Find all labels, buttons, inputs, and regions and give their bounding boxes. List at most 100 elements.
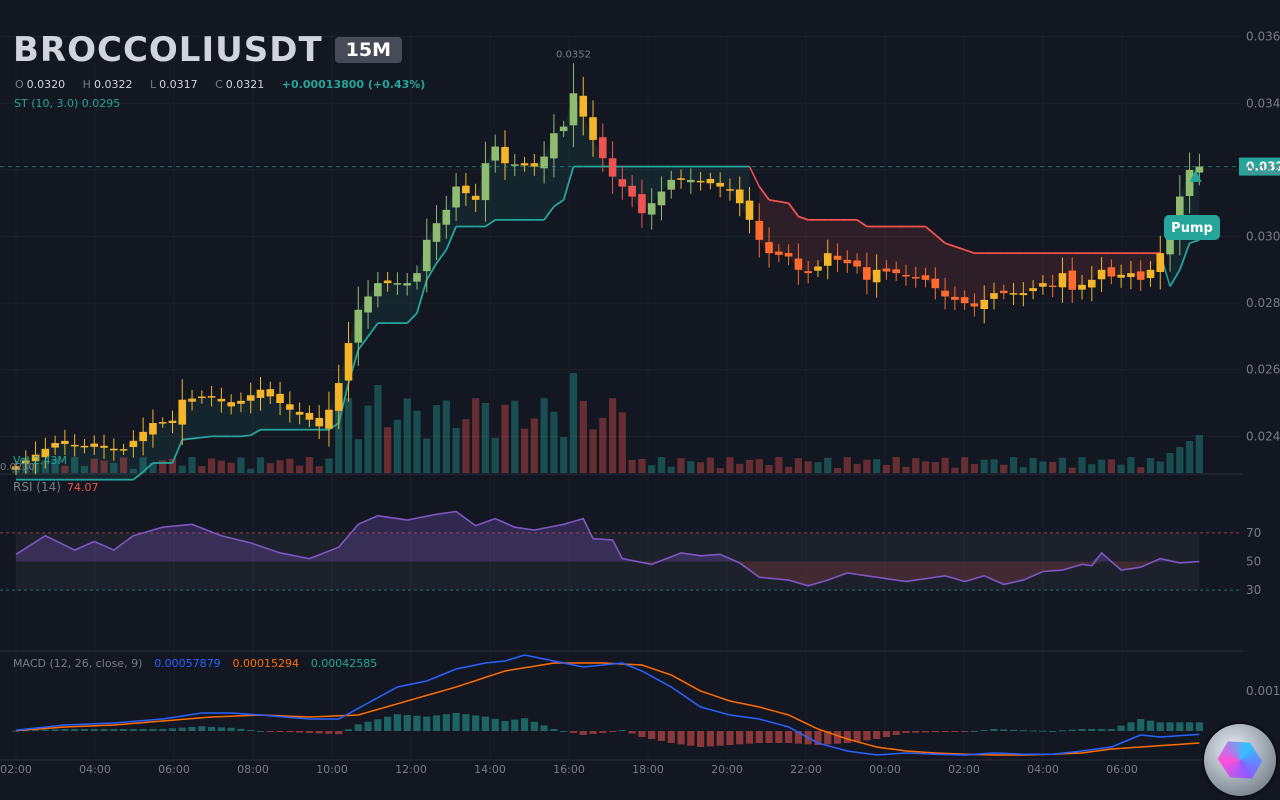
macd-hist-bar: [423, 716, 431, 731]
candle-body: [295, 411, 304, 415]
candle: [158, 417, 167, 428]
volume-bar: [775, 457, 783, 473]
macd-hist-bar: [530, 721, 538, 731]
volume-bar: [208, 458, 216, 473]
candle: [41, 437, 50, 469]
candle-body: [745, 200, 754, 220]
candle-body: [990, 293, 998, 299]
candle: [911, 266, 920, 288]
supertrend-legend[interactable]: ST (10, 3.0) 0.0295: [14, 97, 121, 110]
macd-hist-bar: [393, 714, 402, 731]
macd-hist-bar: [198, 726, 206, 731]
volume-bar: [325, 458, 333, 473]
macd-hist-bar: [208, 727, 216, 731]
candle: [188, 389, 196, 411]
volume-bar: [315, 466, 323, 473]
volume-bar: [110, 462, 118, 473]
macd-hist-bar: [80, 729, 89, 731]
supertrend-segment: [406, 312, 418, 324]
macd-hist-bar: [1000, 729, 1008, 731]
volume-bar: [1039, 461, 1047, 473]
candle-body: [422, 239, 431, 272]
candle: [579, 76, 588, 136]
last-price-tag: [1239, 157, 1280, 176]
macd-hist-bar: [168, 728, 177, 731]
macd-hist-bar: [266, 731, 274, 732]
candle-body: [618, 179, 627, 187]
macd-hist-bar: [491, 718, 499, 731]
macd-legend[interactable]: MACD (12, 26, close, 9) 0.00057879 0.000…: [13, 656, 377, 670]
candle-body: [41, 448, 50, 458]
volume-bar: [657, 457, 666, 473]
candle-body: [510, 164, 519, 166]
macd-hist-bar: [41, 729, 49, 731]
volume-bar: [540, 398, 548, 473]
candle: [168, 410, 177, 434]
candle: [1088, 266, 1096, 302]
macd-hist-bar: [90, 729, 98, 731]
volume-bar: [403, 398, 411, 473]
macd-hist-bar: [1068, 729, 1076, 731]
candle-body: [129, 440, 138, 448]
candle: [462, 172, 470, 206]
volume-bar: [980, 459, 988, 473]
close-value: 0.0321: [225, 78, 265, 91]
macd-hist-bar: [882, 731, 891, 737]
macd-hist-bar: [354, 724, 362, 731]
candle: [784, 244, 793, 266]
candle: [1156, 235, 1165, 290]
candle: [794, 243, 803, 285]
macd-hist-bar: [1088, 729, 1096, 731]
supertrend-segment: [798, 215, 809, 221]
candle-body: [1136, 271, 1145, 280]
candle: [667, 170, 676, 199]
macd-hist-bar: [902, 731, 910, 733]
candle: [393, 272, 402, 295]
high-label: H: [82, 78, 91, 91]
candle: [1058, 257, 1067, 303]
volume-bar: [1186, 441, 1194, 473]
macd-hist-bar: [550, 729, 558, 731]
volume-bar: [882, 464, 891, 473]
volume-bar: [462, 419, 470, 473]
volume-bar: [736, 463, 744, 473]
macd-hist-bar: [481, 716, 490, 731]
candle: [814, 260, 822, 278]
macd-hist-bar: [667, 731, 675, 743]
pump-arrow-icon: [1189, 169, 1202, 182]
candle: [149, 409, 157, 448]
timeframe-badge[interactable]: 15M: [334, 37, 402, 63]
volume-bar: [384, 427, 392, 473]
macd-hist-bar: [432, 715, 441, 731]
candle-body: [970, 303, 979, 307]
candle: [207, 385, 216, 407]
rsi-overbought-fill: [16, 511, 1200, 562]
macd-hist-bar: [648, 731, 656, 739]
macd-hist-bar: [374, 719, 382, 731]
macd-hist-bar: [1058, 730, 1067, 732]
supertrend-fills: [16, 93, 1200, 480]
price-tick-label: 0.028: [1246, 296, 1280, 310]
supertrend-segment: [250, 428, 261, 437]
candle-body: [383, 280, 392, 284]
supertrend-segment: [1189, 238, 1200, 245]
volume-bar: [833, 467, 842, 473]
volume-legend[interactable]: Vol 2.43M: [13, 454, 67, 467]
volume-bar: [579, 400, 587, 473]
macd-hist-bar: [149, 729, 157, 731]
macd-hist-bar: [100, 729, 108, 731]
rsi-legend[interactable]: RSI (14) 74.07: [13, 480, 98, 494]
volume-bar: [765, 465, 773, 473]
volume-bar: [305, 457, 313, 473]
price-tick-label: 0.032: [1246, 163, 1280, 177]
candle: [726, 178, 734, 201]
volume-bar: [648, 465, 656, 473]
macd-hist-bar: [921, 731, 930, 733]
candle: [1107, 259, 1116, 285]
candle-body: [403, 283, 411, 286]
volume-bar: [863, 459, 871, 473]
symbol-name[interactable]: BROCCOLIUSDT: [13, 30, 323, 70]
macd-hist-bar: [657, 731, 666, 741]
macd-hist-bar: [941, 731, 949, 733]
